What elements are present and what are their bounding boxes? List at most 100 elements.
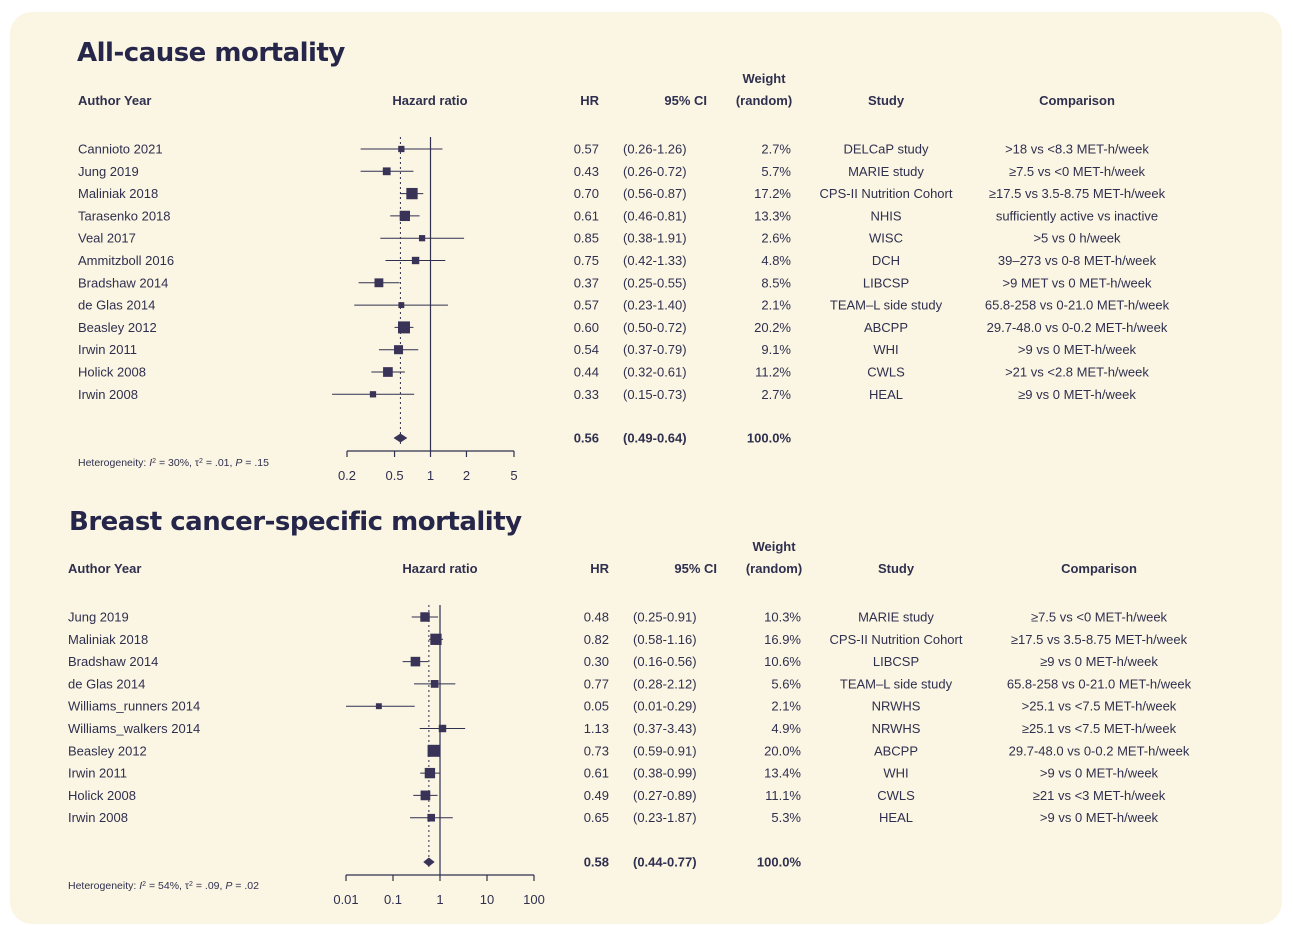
study-comparison: ≥7.5 vs <0 MET-h/week: [1009, 164, 1146, 179]
study-row: Cannioto 2021 0.57 (0.26-1.26) 2.7% DELCaP s…: [78, 142, 1149, 157]
study-weight: 5.3%: [771, 810, 801, 825]
study-name: MARIE study: [858, 610, 934, 625]
study-author-year: Jung 2019: [68, 610, 129, 625]
study-weight: 4.9%: [771, 721, 801, 736]
study-row: Williams_runners 2014 0.05 (0.01-0.29) 2.1%…: [68, 699, 1177, 714]
pooled-estimate-diamond: [423, 857, 435, 867]
study-name: DCH: [872, 253, 900, 268]
study-weight: 20.0%: [764, 743, 801, 758]
hazard-ratio-square: [394, 345, 404, 355]
header-weight-random: (random): [736, 93, 792, 108]
study-hr-value: 0.43: [574, 164, 599, 179]
header-weight-random: (random): [746, 561, 802, 576]
study-95-ci: (0.27-0.89): [633, 788, 697, 803]
study-95-ci: (0.50-0.72): [623, 320, 687, 335]
study-comparison: ≥9 vs 0 MET-h/week: [1040, 654, 1158, 669]
study-95-ci: (0.25-0.91): [633, 610, 697, 625]
study-name: NHIS: [870, 208, 901, 223]
hazard-ratio-square: [382, 167, 391, 176]
study-row: Bradshaw 2014 0.30 (0.16-0.56) 10.6% LIBCSP ≥…: [68, 654, 1158, 669]
study-95-ci: (0.38-0.99): [633, 766, 697, 781]
study-weight: 10.6%: [764, 654, 801, 669]
study-row: de Glas 2014 0.77 (0.28-2.12) 5.6% TEAM–L si…: [68, 676, 1192, 691]
header-95-ci: 95% CI: [674, 561, 717, 576]
x-axis-tick-label: 0.2: [338, 468, 356, 483]
study-95-ci: (0.23-1.87): [633, 810, 697, 825]
study-name: WHI: [873, 342, 898, 357]
study-name: TEAM–L side study: [840, 676, 953, 691]
study-95-ci: (0.15-0.73): [623, 387, 687, 402]
study-name: ABCPP: [864, 320, 908, 335]
study-row: Maliniak 2018 0.82 (0.58-1.16) 16.9% CPS-II …: [68, 632, 1188, 647]
header-hr: HR: [580, 93, 599, 108]
hazard-ratio-square: [397, 321, 410, 334]
header-hr: HR: [590, 561, 609, 576]
x-axis-tick-label: 0.1: [384, 892, 402, 907]
hazard-ratio-square: [427, 744, 440, 757]
study-row: Holick 2008 0.49 (0.27-0.89) 11.1% CWLS ≥21 v…: [68, 788, 1166, 803]
study-author-year: Tarasenko 2018: [78, 208, 171, 223]
study-hr-value: 0.33: [574, 387, 599, 402]
study-row: Beasley 2012 0.73 (0.59-0.91) 20.0% ABCPP 29.…: [68, 743, 1190, 758]
panel-title-breast-cancer: Breast cancer-specific mortality: [69, 507, 522, 537]
study-weight: 16.9%: [764, 632, 801, 647]
hazard-ratio-square: [375, 703, 382, 710]
header-author-year: Author Year: [78, 93, 151, 108]
study-95-ci: (0.26-1.26): [623, 142, 687, 157]
study-95-ci: (0.59-0.91): [633, 743, 697, 758]
hazard-ratio-square: [427, 813, 436, 822]
hazard-ratio-square: [438, 724, 447, 733]
study-hr-value: 0.48: [584, 610, 609, 625]
x-axis-tick-label: 0.01: [333, 892, 358, 907]
study-name: HEAL: [869, 387, 903, 402]
hazard-ratio-square: [420, 790, 431, 801]
study-row: Beasley 2012 0.60 (0.50-0.72) 20.2% ABCPP 29.…: [78, 320, 1168, 335]
study-author-year: Bradshaw 2014: [68, 654, 158, 669]
study-95-ci: (0.01-0.29): [633, 699, 697, 714]
study-comparison: ≥17.5 vs 3.5-8.75 MET-h/week: [989, 186, 1166, 201]
study-comparison: ≥17.5 vs 3.5-8.75 MET-h/week: [1011, 632, 1188, 647]
study-weight: 2.1%: [761, 298, 791, 313]
study-name: ABCPP: [874, 743, 918, 758]
study-comparison: >9 vs 0 MET-h/week: [1018, 342, 1137, 357]
study-comparison: >9 vs 0 MET-h/week: [1040, 810, 1159, 825]
study-weight: 5.6%: [771, 676, 801, 691]
study-row: Irwin 2008 0.33 (0.15-0.73) 2.7% HEAL ≥9 vs 0…: [78, 387, 1136, 402]
study-weight: 2.7%: [761, 387, 791, 402]
study-author-year: Veal 2017: [78, 231, 136, 246]
study-hr-value: 0.49: [584, 788, 609, 803]
pooled-95-ci: (0.49-0.64): [623, 431, 687, 446]
study-name: LIBCSP: [873, 654, 919, 669]
study-author-year: de Glas 2014: [78, 298, 155, 313]
hazard-ratio-square: [430, 680, 439, 688]
study-author-year: Ammitzboll 2016: [78, 253, 174, 268]
study-name: CWLS: [877, 788, 915, 803]
study-comparison: >9 MET vs 0 MET-h/week: [1003, 275, 1152, 290]
pooled-weight: 100.0%: [757, 855, 802, 870]
pooled-estimate-diamond: [393, 433, 408, 443]
study-95-ci: (0.26-0.72): [623, 164, 687, 179]
study-row: Holick 2008 0.44 (0.32-0.61) 11.2% CWLS >21 v…: [78, 365, 1149, 380]
study-comparison: >9 vs 0 MET-h/week: [1040, 766, 1159, 781]
study-comparison: >25.1 vs <7.5 MET-h/week: [1022, 699, 1177, 714]
study-weight: 2.7%: [761, 142, 791, 157]
study-author-year: Williams_walkers 2014: [68, 721, 200, 736]
hazard-ratio-square: [410, 656, 421, 667]
hazard-ratio-square: [420, 612, 430, 622]
study-comparison: 65.8-258 vs 0-21.0 MET-h/week: [985, 298, 1170, 313]
study-row: Irwin 2011 0.61 (0.38-0.99) 13.4% WHI >9 vs 0…: [68, 766, 1159, 781]
study-row: Irwin 2008 0.65 (0.23-1.87) 5.3% HEAL >9 vs 0…: [68, 810, 1159, 825]
study-weight: 4.8%: [761, 253, 791, 268]
study-name: TEAM–L side study: [830, 298, 943, 313]
study-author-year: Beasley 2012: [68, 743, 147, 758]
study-95-ci: (0.58-1.16): [633, 632, 697, 647]
study-name: CWLS: [867, 365, 905, 380]
study-hr-value: 0.61: [574, 208, 599, 223]
study-row: Irwin 2011 0.54 (0.37-0.79) 9.1% WHI >9 vs 0 …: [78, 342, 1137, 357]
study-name: WHI: [883, 766, 908, 781]
study-weight: 17.2%: [754, 186, 791, 201]
study-hr-value: 0.37: [574, 275, 599, 290]
study-author-year: Cannioto 2021: [78, 142, 163, 157]
hazard-ratio-square: [398, 145, 405, 153]
